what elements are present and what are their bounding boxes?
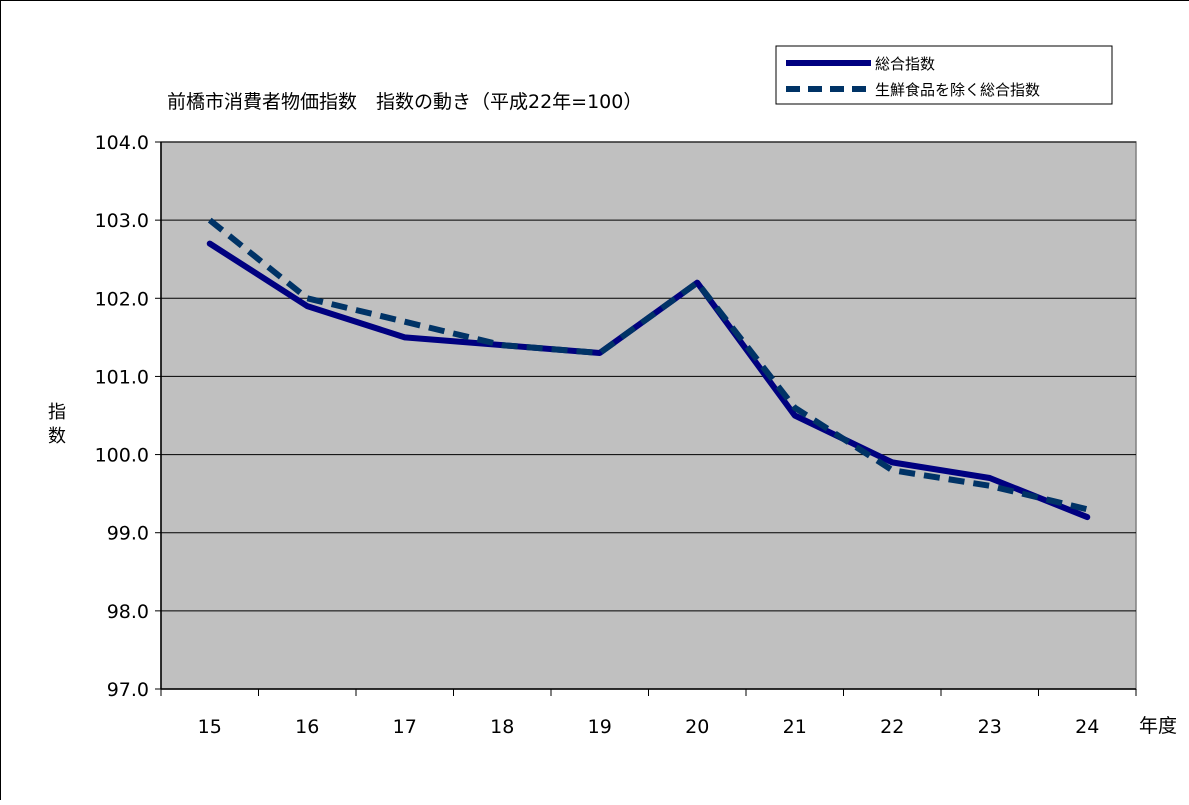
y-tick-label: 101.0 xyxy=(95,366,149,388)
legend-label-series-2: 生鮮食品を除く総合指数 xyxy=(875,81,1040,99)
legend-label-series-1: 総合指数 xyxy=(875,55,935,73)
y-tick-label: 103.0 xyxy=(95,210,149,232)
x-tick-label: 22 xyxy=(880,716,904,738)
y-tick-label: 99.0 xyxy=(107,523,149,545)
x-tick-label: 17 xyxy=(393,716,417,738)
x-tick-label: 21 xyxy=(783,716,807,738)
x-tick-label: 24 xyxy=(1075,716,1099,738)
y-axis-label-char-1: 指 xyxy=(48,402,66,423)
y-tick-label: 104.0 xyxy=(95,132,149,154)
legend: 総合指数 生鮮食品を除く総合指数 xyxy=(776,46,1112,104)
y-axis-label-char-2: 数 xyxy=(48,426,66,447)
x-tick-label: 20 xyxy=(685,716,709,738)
x-tick-label: 15 xyxy=(198,716,222,738)
x-tick-label: 18 xyxy=(490,716,514,738)
chart-title: 前橋市消費者物価指数 指数の動き（平成22年=100） xyxy=(167,91,642,113)
y-tick-label: 100.0 xyxy=(95,445,149,467)
x-tick-label: 16 xyxy=(295,716,319,738)
y-tick-label: 98.0 xyxy=(107,601,149,623)
x-axis-label: 年度 xyxy=(1139,715,1177,737)
x-tick-label: 19 xyxy=(588,716,612,738)
y-tick-label: 102.0 xyxy=(95,288,149,310)
x-tick-label: 23 xyxy=(978,716,1002,738)
y-tick-label: 97.0 xyxy=(107,679,149,701)
plot-area xyxy=(161,142,1136,689)
